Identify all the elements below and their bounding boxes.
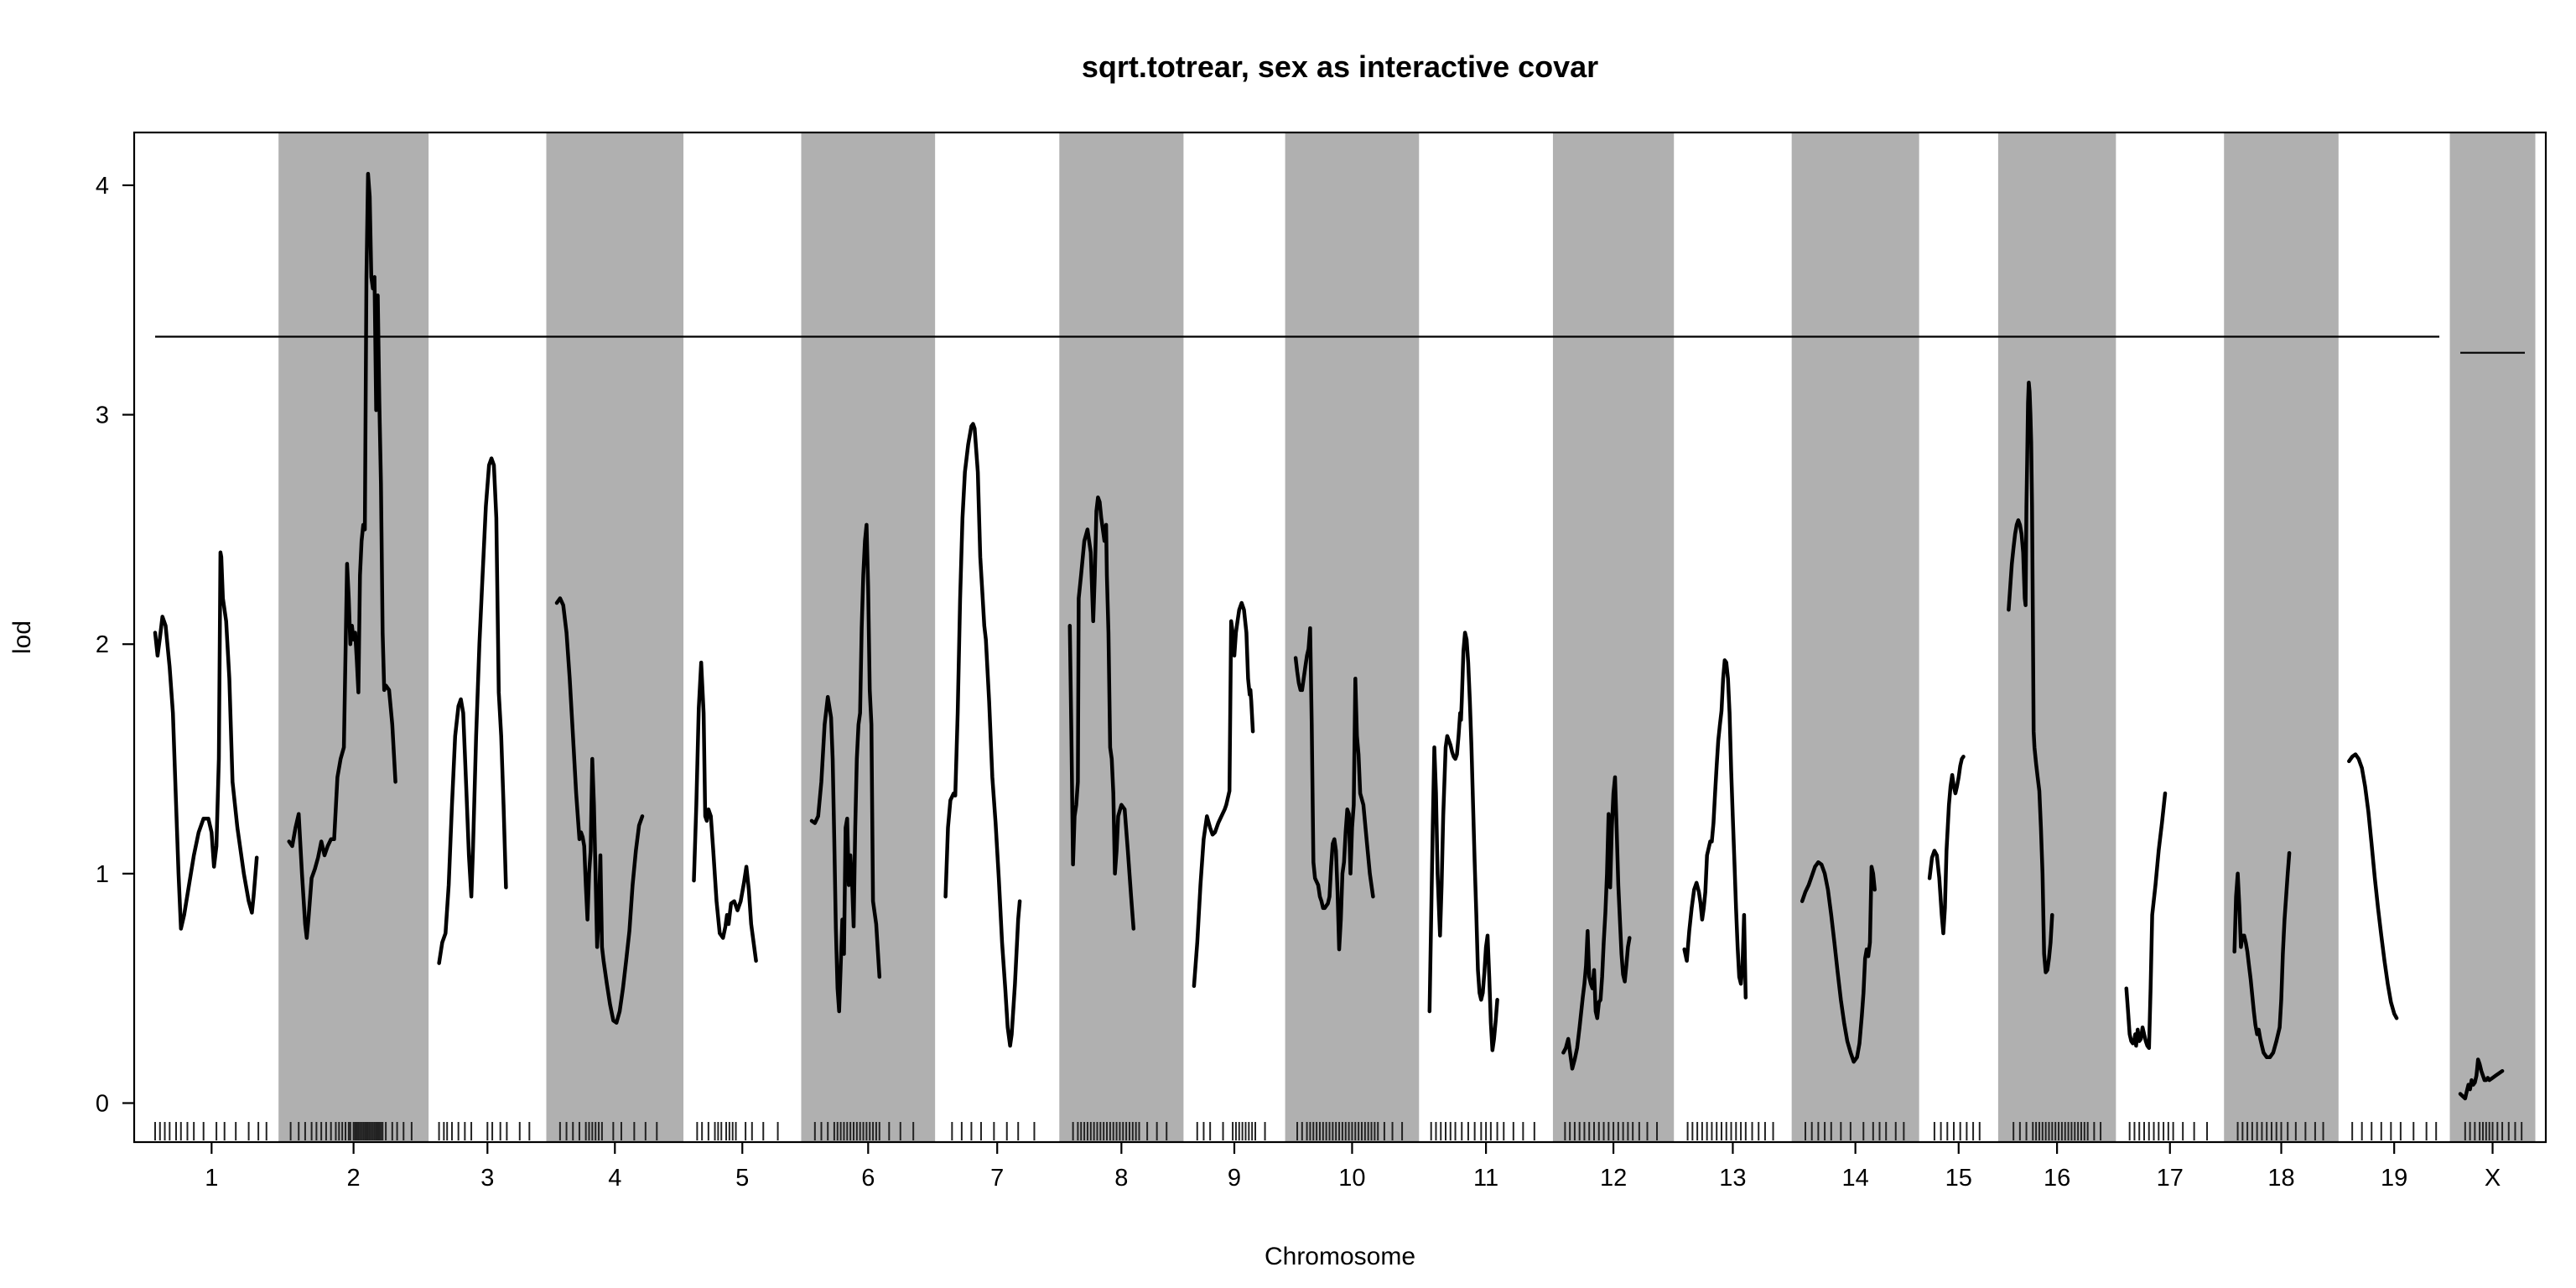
- x-tick-label-chr7: 7: [990, 1165, 1004, 1192]
- lod-curve-chr10: [1293, 626, 1375, 952]
- shade-band-chr14: [1791, 132, 1919, 1142]
- x-tick-label-chr2: 2: [347, 1165, 361, 1192]
- lod-curve-chrX: [2458, 1057, 2505, 1101]
- x-tick-label-chr14: 14: [1842, 1165, 1869, 1192]
- shade-band-chr12: [1552, 132, 1675, 1142]
- x-tick-label-chr5: 5: [735, 1165, 749, 1192]
- plot-frame: [132, 131, 2547, 1144]
- lod-curve-chr14: [1800, 860, 1877, 1064]
- x-axis-label: Chromosome: [1265, 1243, 1415, 1270]
- lod-curve-chr16: [2007, 381, 2054, 974]
- lod-curves: [153, 172, 2505, 1101]
- x-axis: 1 2 3 4 5 6 7 8 9 10 11 12 13 14 15 16 17 18 19 X: [205, 1142, 2501, 1192]
- lod-curve-chr2: [287, 172, 397, 940]
- y-tick-label-2: 2: [96, 631, 109, 658]
- lod-curve-chr7: [943, 422, 1022, 1048]
- y-tick-label-4: 4: [96, 173, 109, 200]
- x-tick-label-chr16: 16: [2044, 1165, 2070, 1192]
- x-tick-label-chrX: X: [2485, 1165, 2501, 1192]
- shade-band-chr10: [1285, 132, 1420, 1142]
- y-tick-label-1: 1: [96, 861, 109, 888]
- x-tick-label-chr1: 1: [205, 1165, 218, 1192]
- y-tick-label-0: 0: [96, 1090, 109, 1117]
- lod-curve-chr5: [692, 660, 758, 963]
- y-axis-label: lod: [8, 621, 36, 654]
- lod-curve-chr18: [2232, 850, 2292, 1060]
- x-tick-label-chr12: 12: [1600, 1165, 1627, 1192]
- x-tick-label-chr19: 19: [2381, 1165, 2407, 1192]
- x-tick-label-chr4: 4: [608, 1165, 621, 1192]
- lod-curve-chr1: [153, 550, 259, 931]
- lod-curve-chr8: [1067, 495, 1136, 931]
- y-axis: 0 1 2 3 4: [96, 173, 134, 1117]
- significance-thresholds: [155, 335, 2525, 354]
- chart-title: sqrt.totrear, sex as interactive covar: [1082, 49, 1598, 84]
- lod-curve-chr11: [1427, 631, 1499, 1052]
- shade-band-chrX: [2449, 132, 2536, 1142]
- lod-curve-chr3: [437, 456, 508, 965]
- x-tick-label-chr11: 11: [1473, 1165, 1498, 1192]
- x-tick-label-chr3: 3: [480, 1165, 494, 1192]
- x-tick-label-chr9: 9: [1228, 1165, 1241, 1192]
- lod-curve-chr15: [1927, 755, 1966, 936]
- y-tick-label-3: 3: [96, 402, 109, 429]
- x-tick-label-chr18: 18: [2267, 1165, 2294, 1192]
- lod-curve-chr6: [809, 522, 882, 1014]
- chromosome-shading: [278, 132, 2536, 1142]
- lod-curve-chr9: [1192, 600, 1255, 989]
- lod-curve-chr17: [2124, 791, 2168, 1051]
- lod-curve-chr12: [1561, 775, 1632, 1071]
- lod-curve-chr13: [1682, 658, 1748, 1000]
- lod-curve-chr4: [554, 596, 645, 1025]
- shade-band-chr4: [546, 132, 684, 1142]
- lod-curve-chr19: [2347, 752, 2399, 1021]
- x-tick-label-chr17: 17: [2157, 1165, 2184, 1192]
- x-tick-label-chr8: 8: [1114, 1165, 1128, 1192]
- x-tick-label-chr10: 10: [1338, 1165, 1365, 1192]
- marker-rug: [154, 1122, 2523, 1140]
- shade-band-chr16: [1997, 132, 2116, 1142]
- x-tick-label-chr13: 13: [1719, 1165, 1746, 1192]
- x-tick-label-chr15: 15: [1945, 1165, 1972, 1192]
- x-tick-label-chr6: 6: [861, 1165, 875, 1192]
